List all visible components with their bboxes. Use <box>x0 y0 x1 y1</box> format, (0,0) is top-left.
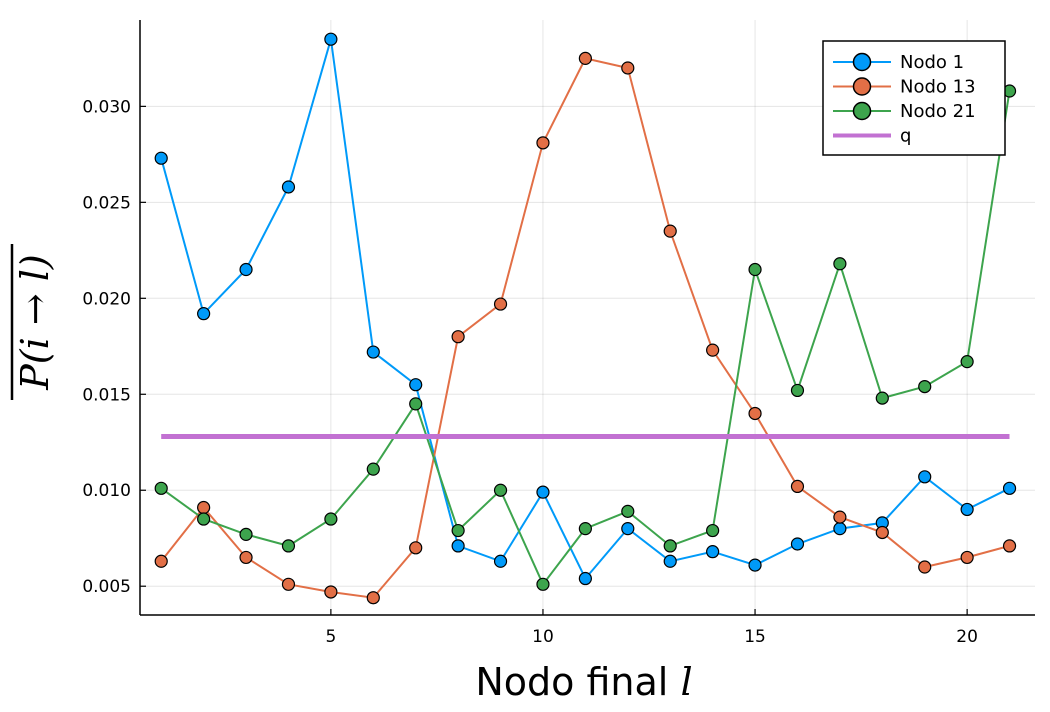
legend-label: Nodo 1 <box>900 52 964 73</box>
data-point <box>451 539 465 553</box>
data-point <box>451 523 465 538</box>
x-tick-label: 10 <box>532 627 554 647</box>
data-point <box>493 554 508 568</box>
data-point <box>748 558 762 572</box>
data-point <box>324 32 338 46</box>
data-point <box>197 307 211 321</box>
data-point <box>197 500 211 515</box>
legend: Nodo 1 Nodo 13 Nodo 21 q <box>822 40 1006 156</box>
data-point <box>918 560 932 574</box>
data-point <box>578 51 592 65</box>
y-tick-label: 0.005 <box>82 577 131 597</box>
data-point <box>281 577 296 591</box>
legend-swatch-marker <box>852 52 872 72</box>
data-point <box>748 406 762 421</box>
data-point <box>790 383 805 398</box>
legend-label: q <box>900 126 911 147</box>
series-line <box>160 90 1011 587</box>
legend-item: Nodo 13 <box>833 77 976 98</box>
data-point <box>790 479 805 494</box>
data-point <box>366 591 380 605</box>
data-point <box>918 470 932 484</box>
data-point <box>324 585 338 599</box>
data-point <box>409 397 423 411</box>
data-point <box>324 512 338 526</box>
data-point <box>833 522 847 536</box>
axes: 5 10 15 20 0.005 0.010 0.015 0.020 0.025 0.030 <box>82 20 1035 647</box>
data-point <box>239 527 253 541</box>
data-point <box>239 262 253 277</box>
data-point <box>281 180 296 194</box>
data-point <box>833 257 847 271</box>
data-point <box>536 485 550 499</box>
data-point <box>493 297 508 311</box>
data-point <box>621 504 635 518</box>
data-point <box>154 554 168 568</box>
legend-swatch-marker <box>852 77 872 96</box>
series-nodo-13 <box>154 51 1017 605</box>
data-point <box>706 523 720 538</box>
data-point <box>366 462 380 476</box>
data-point <box>154 481 168 495</box>
legend-swatch-marker <box>852 101 872 121</box>
data-point <box>663 224 677 238</box>
data-point <box>663 554 677 568</box>
y-axis-title-group: P(i → l) <box>10 244 57 400</box>
data-point <box>960 502 974 517</box>
series-nodo-1 <box>154 32 1017 586</box>
series-nodo-21 <box>154 84 1017 591</box>
data-point <box>197 512 211 526</box>
x-tick-label: 5 <box>325 627 336 647</box>
x-tick-label: 20 <box>956 627 978 647</box>
data-point <box>960 355 974 369</box>
data-point <box>493 483 508 497</box>
data-point <box>154 151 168 165</box>
y-tick-label: 0.025 <box>82 193 131 213</box>
y-tick-label: 0.010 <box>82 481 131 501</box>
data-point <box>239 550 253 565</box>
data-point <box>960 550 974 565</box>
y-axis-title: P(i → l) <box>13 254 57 391</box>
data-point <box>748 262 762 277</box>
legend-item: q <box>833 126 911 147</box>
data-point <box>706 343 720 357</box>
data-point <box>536 136 550 150</box>
data-point <box>536 577 550 591</box>
data-point <box>621 522 635 536</box>
data-point <box>663 539 677 553</box>
data-point <box>621 61 635 75</box>
y-tick-label: 0.030 <box>82 97 131 117</box>
data-point <box>833 510 847 524</box>
y-tick-label: 0.015 <box>82 385 131 405</box>
y-tick-label: 0.020 <box>82 289 131 309</box>
data-point <box>409 378 423 392</box>
data-point <box>578 571 592 586</box>
legend-item: Nodo 21 <box>833 101 976 122</box>
data-point <box>281 539 296 553</box>
data-point <box>918 379 932 394</box>
legend-item: Nodo 1 <box>833 52 964 73</box>
data-point <box>790 537 805 551</box>
legend-label: Nodo 13 <box>900 77 976 98</box>
data-point <box>366 345 380 359</box>
data-point <box>875 391 889 405</box>
data-point <box>1002 539 1017 553</box>
series-layer <box>154 32 1017 605</box>
x-axis-title-var: l <box>680 660 692 704</box>
data-point <box>1002 481 1017 495</box>
data-point <box>706 545 720 559</box>
data-point <box>451 330 465 344</box>
data-point <box>578 522 592 536</box>
x-axis-title: Nodo final l <box>475 660 692 704</box>
legend-label: Nodo 21 <box>900 101 976 122</box>
x-tick-label: 15 <box>744 627 766 647</box>
data-point <box>875 525 889 540</box>
data-point <box>409 541 423 555</box>
